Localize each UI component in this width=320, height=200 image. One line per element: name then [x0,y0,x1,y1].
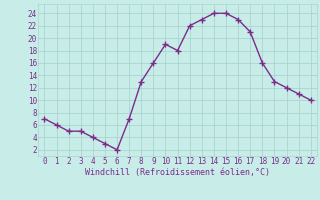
X-axis label: Windchill (Refroidissement éolien,°C): Windchill (Refroidissement éolien,°C) [85,168,270,177]
